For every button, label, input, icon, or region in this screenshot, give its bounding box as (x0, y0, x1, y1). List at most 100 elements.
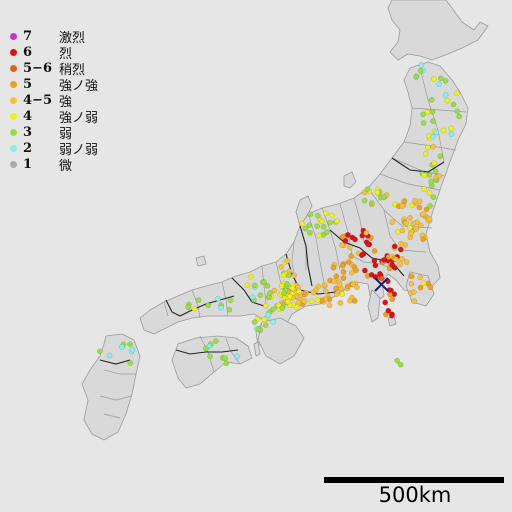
legend-level: 5 (23, 76, 33, 92)
station-dot (430, 194, 437, 200)
station-dot (301, 298, 308, 305)
station-dot (426, 190, 433, 196)
station-dot (339, 234, 346, 240)
station-dot (393, 256, 399, 263)
station-dot (408, 230, 414, 237)
legend-name: 弱 (59, 126, 73, 142)
station-dot (306, 222, 313, 229)
station-dot (383, 311, 389, 318)
station-dot (345, 259, 352, 265)
station-dot (284, 281, 290, 287)
station-dot (314, 223, 320, 229)
legend-item: 5 強ノ強 (6, 76, 98, 94)
station-dot (227, 297, 234, 304)
station-dot (318, 218, 325, 225)
station-dot (339, 291, 346, 297)
station-dot (433, 129, 440, 136)
station-dot (255, 326, 262, 332)
station-dot (97, 348, 103, 355)
station-dot (408, 273, 415, 280)
station-dot (271, 287, 278, 294)
station-dot (417, 68, 424, 74)
station-dot (315, 283, 322, 290)
station-dot (442, 92, 449, 98)
station-dot (429, 108, 436, 115)
izu-peninsula (367, 289, 381, 323)
station-dot (127, 360, 134, 366)
station-dot (427, 284, 434, 291)
station-dot (223, 360, 230, 367)
station-dot (397, 261, 403, 267)
station-dot (212, 338, 219, 344)
station-dot (340, 269, 347, 275)
station-dot (413, 226, 420, 232)
station-dot (426, 172, 433, 178)
station-dot (261, 279, 267, 286)
station-dot (321, 281, 328, 288)
station-dot (129, 347, 136, 353)
station-dot (358, 252, 365, 258)
station-dot (444, 97, 451, 104)
station-dot (371, 257, 378, 264)
scale-label: 500km (378, 483, 452, 507)
station-dot (295, 299, 302, 306)
station-dot (361, 197, 368, 204)
legend-name: 強 (59, 94, 73, 110)
legend-item: 5−6 稍烈 (6, 60, 98, 78)
station-dot (420, 120, 427, 126)
station-dot (408, 280, 415, 287)
station-dot (420, 236, 426, 242)
station-dot (378, 275, 385, 282)
station-dot (285, 272, 292, 279)
station-dot (281, 290, 287, 297)
station-dot (249, 294, 256, 301)
legend-level: 1 (23, 156, 33, 172)
station-dot (410, 220, 417, 227)
legend-name: 微 (59, 158, 73, 174)
station-dot (314, 297, 321, 303)
station-dot (320, 223, 327, 230)
legend-dot-icon (10, 160, 17, 168)
station-dot (399, 227, 406, 234)
station-dot (222, 355, 228, 362)
station-dot (344, 283, 351, 290)
landmass (81, 0, 489, 441)
station-dot (330, 264, 337, 271)
legend-level: 5−6 (23, 60, 52, 76)
station-dot (336, 281, 343, 288)
legend-name: 強ノ弱 (59, 110, 99, 126)
hokkaido (387, 0, 489, 61)
station-dot (430, 143, 437, 150)
station-dot (428, 97, 435, 103)
station-dot (350, 281, 356, 287)
station-dot (382, 299, 389, 306)
station-dot (407, 215, 413, 221)
station-dot (420, 211, 426, 217)
station-dot (299, 220, 306, 227)
station-dot (421, 186, 427, 192)
station-dot (127, 341, 133, 348)
station-dot (389, 296, 396, 303)
legend-dot-icon (10, 96, 17, 104)
station-dot (364, 186, 371, 192)
station-dot (278, 264, 284, 270)
station-dot (428, 178, 434, 185)
station-dot (352, 236, 358, 243)
station-dot (365, 241, 371, 248)
station-dot (410, 289, 417, 295)
station-dot (262, 302, 269, 309)
station-dot (417, 274, 424, 281)
station-dot (413, 74, 420, 80)
station-dot (397, 361, 404, 368)
legend-name: 稍烈 (59, 62, 86, 78)
station-dot (412, 197, 418, 204)
station-dot (347, 244, 353, 250)
station-dot (437, 153, 444, 159)
station-dot (401, 198, 408, 204)
station-dot (267, 290, 273, 296)
station-dot (334, 218, 340, 224)
legend-item: 4 強ノ弱 (6, 108, 99, 126)
station-dot (436, 173, 443, 179)
